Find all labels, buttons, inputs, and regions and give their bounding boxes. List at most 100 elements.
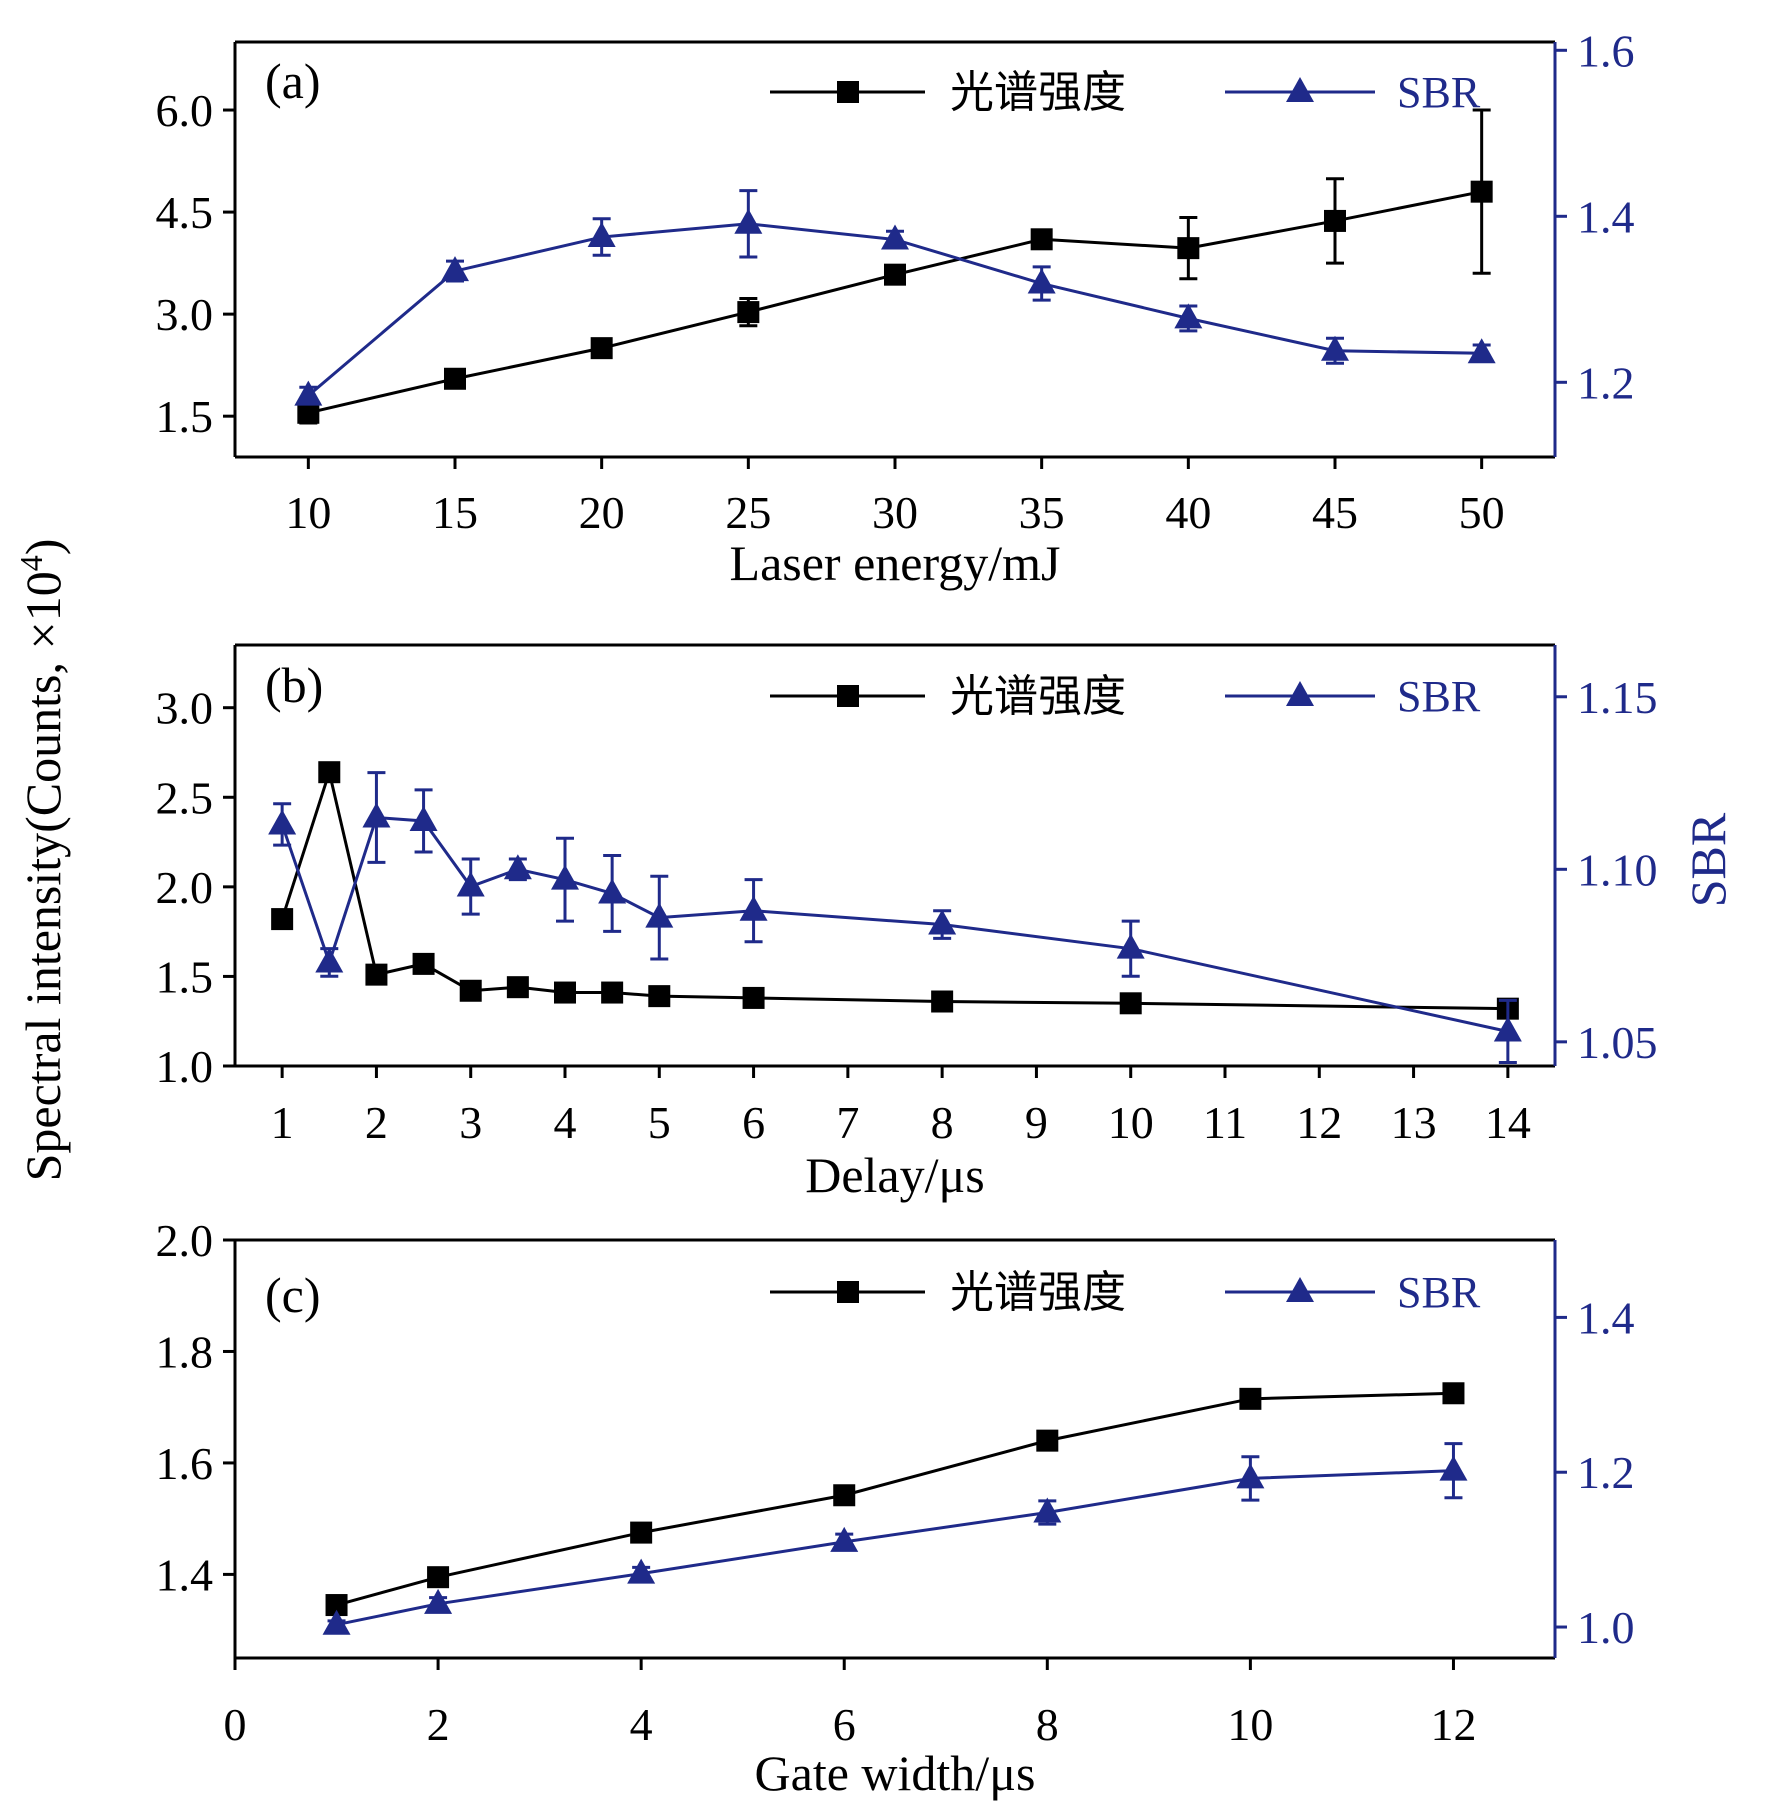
x-tick-label: 7 bbox=[836, 1097, 859, 1148]
legend: 光谱强度 SBR bbox=[770, 1268, 1481, 1317]
x-tick-label: 15 bbox=[432, 487, 478, 538]
data-point-triangle bbox=[598, 878, 627, 904]
chart-panel-1: 10 15 20 25 30 35 40 45 50 1.5 3.0 4.5 6.0 1.2 1.4 1.6 L… bbox=[156, 25, 1635, 591]
data-point-triangle bbox=[456, 871, 485, 897]
y-axis-title-right: SBR bbox=[1680, 812, 1736, 907]
y-tick-label-right: 1.2 bbox=[1577, 357, 1635, 408]
data-point-triangle bbox=[441, 256, 469, 282]
x-tick-label: 2 bbox=[427, 1699, 450, 1750]
data-point-square bbox=[554, 981, 576, 1004]
data-point-square bbox=[590, 337, 613, 360]
y-tick-label-left: 2.5 bbox=[156, 772, 214, 823]
data-point-square bbox=[1470, 180, 1493, 203]
panel-label: (b) bbox=[265, 657, 323, 713]
y-axis-title-left: Spectral intensity(Counts, ×104) bbox=[13, 539, 71, 1182]
x-tick-label: 11 bbox=[1203, 1097, 1247, 1148]
legend-marker-square bbox=[837, 685, 859, 707]
x-tick-label: 1 bbox=[271, 1097, 294, 1148]
data-point-square bbox=[506, 976, 529, 999]
series-intensity bbox=[271, 761, 1519, 1020]
data-point-triangle bbox=[1236, 1463, 1265, 1489]
series-line bbox=[336, 1469, 1454, 1627]
y-tick-label-right: 1.0 bbox=[1577, 1602, 1635, 1653]
y-tick-label-left: 4.5 bbox=[156, 187, 214, 238]
x-tick-label: 35 bbox=[1019, 487, 1065, 538]
legend-marker-square bbox=[837, 1281, 859, 1303]
data-point-triangle bbox=[881, 224, 909, 250]
x-tick-label: 5 bbox=[648, 1097, 671, 1148]
data-point-triangle bbox=[1033, 1497, 1062, 1523]
legend-marker-triangle bbox=[1286, 77, 1314, 102]
y-tick-label-left: 3.0 bbox=[156, 683, 214, 734]
y-tick-label-left: 3.0 bbox=[156, 289, 214, 340]
data-point-triangle bbox=[739, 895, 768, 921]
data-point-triangle bbox=[424, 1588, 453, 1614]
legend: 光谱强度 SBR bbox=[770, 672, 1481, 721]
y-tick-label-right: 1.05 bbox=[1577, 1017, 1658, 1068]
x-tick-label: 12 bbox=[1430, 1699, 1476, 1750]
data-point-square bbox=[1036, 1429, 1059, 1452]
legend-label-intensity: 光谱强度 bbox=[950, 1268, 1126, 1317]
x-tick-label: 20 bbox=[579, 487, 625, 538]
data-point-square bbox=[737, 301, 760, 324]
x-tick-label: 4 bbox=[630, 1699, 653, 1750]
series-sbr bbox=[294, 189, 1496, 406]
data-point-triangle bbox=[294, 380, 323, 406]
data-point-square bbox=[648, 985, 671, 1008]
y-tick-label-right: 1.4 bbox=[1577, 1292, 1635, 1343]
data-point-square bbox=[325, 1594, 348, 1617]
series-line bbox=[336, 1391, 1454, 1607]
data-point-square bbox=[1324, 209, 1346, 232]
legend-marker-square bbox=[837, 81, 859, 103]
data-point-square bbox=[427, 1566, 450, 1589]
data-point-triangle bbox=[1493, 1016, 1522, 1042]
series-sbr bbox=[268, 771, 1522, 1065]
x-tick-label: 14 bbox=[1485, 1097, 1531, 1148]
chart-panel-2: 1 2 3 4 5 6 7 8 9 10 11 12 13 141.01.52.02.53.01.051.… bbox=[156, 643, 1658, 1203]
data-point-square bbox=[1442, 1382, 1465, 1405]
x-tick-label: 30 bbox=[872, 487, 918, 538]
data-point-triangle bbox=[503, 854, 532, 880]
x-tick-label: 0 bbox=[224, 1699, 247, 1750]
y-tick-label-left: 2.0 bbox=[156, 1215, 214, 1266]
series-sbr bbox=[322, 1442, 1468, 1635]
data-point-square bbox=[742, 986, 765, 1009]
data-point-square bbox=[459, 979, 482, 1002]
panel-label: (a) bbox=[265, 53, 321, 109]
data-point-triangle bbox=[322, 1609, 351, 1635]
data-point-triangle bbox=[1027, 268, 1056, 294]
data-point-triangle bbox=[1439, 1455, 1468, 1481]
chart-panel-3: 0 2 4 6 8 10 12 1.4 1.6 1.8 2.0 1.0 1.2 1.4 Gate width… bbox=[156, 1215, 1635, 1801]
data-point-triangle bbox=[627, 1558, 656, 1584]
x-axis-title: Laser energy/mJ bbox=[730, 535, 1061, 591]
data-point-square bbox=[1119, 992, 1142, 1015]
data-point-triangle bbox=[362, 802, 391, 828]
x-tick-label: 12 bbox=[1296, 1097, 1342, 1148]
y-tick-label-left: 2.0 bbox=[156, 862, 214, 913]
data-point-square bbox=[1030, 228, 1053, 251]
x-tick-label: 10 bbox=[1227, 1699, 1273, 1750]
x-tick-label: 6 bbox=[742, 1097, 765, 1148]
x-tick-label: 10 bbox=[285, 487, 331, 538]
x-tick-label: 45 bbox=[1312, 487, 1358, 538]
x-tick-label: 8 bbox=[931, 1097, 954, 1148]
y-tick-label-right: 1.4 bbox=[1577, 191, 1635, 242]
data-point-square bbox=[601, 981, 624, 1004]
series-intensity bbox=[325, 1382, 1465, 1617]
panel-label: (c) bbox=[265, 1267, 321, 1323]
legend-label-sbr: SBR bbox=[1397, 68, 1481, 117]
data-point-triangle bbox=[409, 805, 438, 831]
x-tick-label: 13 bbox=[1391, 1097, 1437, 1148]
x-tick-label: 40 bbox=[1165, 487, 1211, 538]
series-line bbox=[307, 222, 1482, 397]
data-point-square bbox=[884, 263, 906, 286]
y-axis-title-left-exponent: 4 bbox=[13, 555, 49, 571]
data-point-triangle bbox=[587, 222, 616, 248]
x-tick-label: 50 bbox=[1459, 487, 1505, 538]
data-point-square bbox=[833, 1484, 856, 1507]
legend-label-sbr: SBR bbox=[1397, 672, 1481, 721]
x-tick-label: 8 bbox=[1036, 1699, 1059, 1750]
y-tick-label-right: 1.6 bbox=[1577, 25, 1635, 76]
x-tick-label: 10 bbox=[1108, 1097, 1154, 1148]
y-tick-label-right: 1.15 bbox=[1577, 672, 1658, 723]
